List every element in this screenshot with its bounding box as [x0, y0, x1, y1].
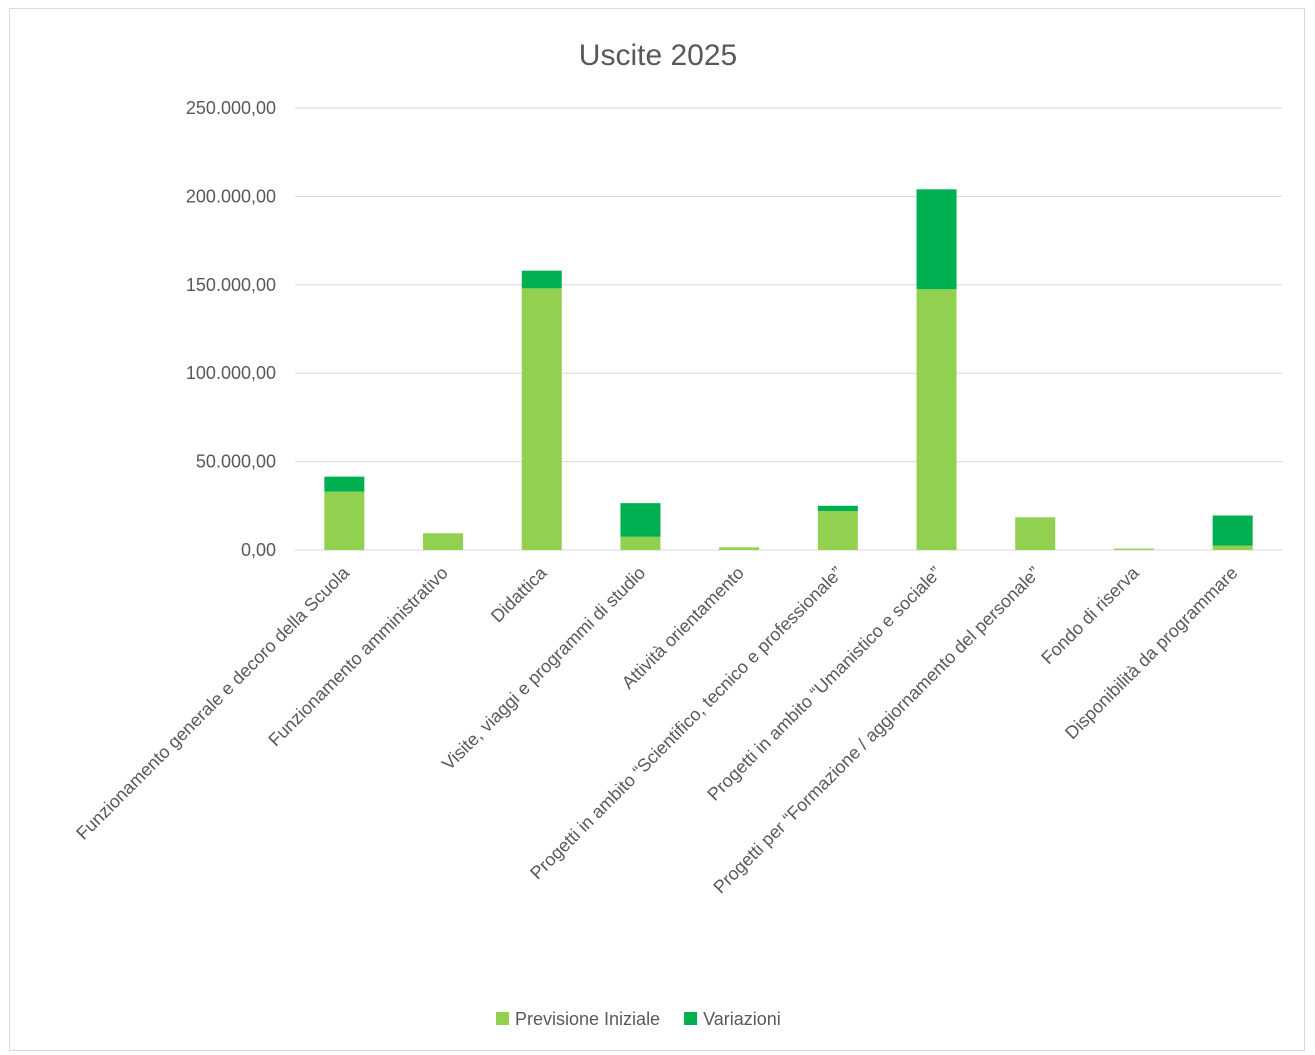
legend-label: Variazioni [703, 1009, 781, 1029]
bar-previsione-iniziale [1113, 548, 1154, 550]
legend-swatch [496, 1012, 509, 1025]
bar-variazioni [324, 476, 365, 492]
bar-previsione-iniziale [1015, 517, 1056, 550]
chart-title: Uscite 2025 [579, 39, 737, 72]
gridlines [295, 107, 1282, 551]
bar-previsione-iniziale [620, 536, 661, 550]
bar-variazioni [620, 503, 661, 537]
bar-previsione-iniziale [916, 289, 957, 550]
bar-previsione-iniziale [423, 533, 464, 550]
bars [324, 189, 1253, 550]
bar-variazioni [521, 270, 562, 289]
bar-previsione-iniziale [719, 547, 760, 550]
bar-previsione-iniziale [324, 491, 365, 550]
x-category-label: Didattica [487, 562, 551, 626]
bar-previsione-iniziale [1212, 545, 1253, 550]
x-category-label: Fondo di riserva [1037, 562, 1143, 668]
bar-variazioni [817, 505, 858, 512]
x-category-label: Progetti per “Formazione / aggiornamento… [709, 563, 1044, 898]
x-category-label: Funzionamento amministrativo [264, 563, 451, 750]
legend-label: Previsione Iniziale [515, 1009, 660, 1029]
bar-previsione-iniziale [817, 511, 858, 550]
legend-swatch [684, 1012, 698, 1025]
x-category-label: Visite, viaggi e programmi di studio [438, 563, 649, 774]
legend: Previsione Iniziale Variazioni [496, 1009, 781, 1029]
bar-variazioni [1212, 515, 1253, 546]
y-tick-label: 50.000,00 [196, 452, 276, 472]
y-axis-ticks: 0,00 50.000,00 100.000,00 150.000,00 200.000… [186, 98, 276, 560]
bar-variazioni [916, 189, 957, 290]
y-tick-label: 200.000,00 [186, 186, 276, 206]
y-tick-label: 250.000,00 [186, 98, 276, 118]
y-tick-label: 150.000,00 [186, 275, 276, 295]
x-axis-categories: Funzionamento generale e decoro della Sc… [72, 562, 1241, 897]
x-category-label: Disponibilità da programmare [1061, 563, 1241, 743]
bar-previsione-iniziale [521, 288, 562, 550]
y-tick-label: 100.000,00 [186, 363, 276, 383]
y-tick-label: 0,00 [241, 540, 276, 560]
